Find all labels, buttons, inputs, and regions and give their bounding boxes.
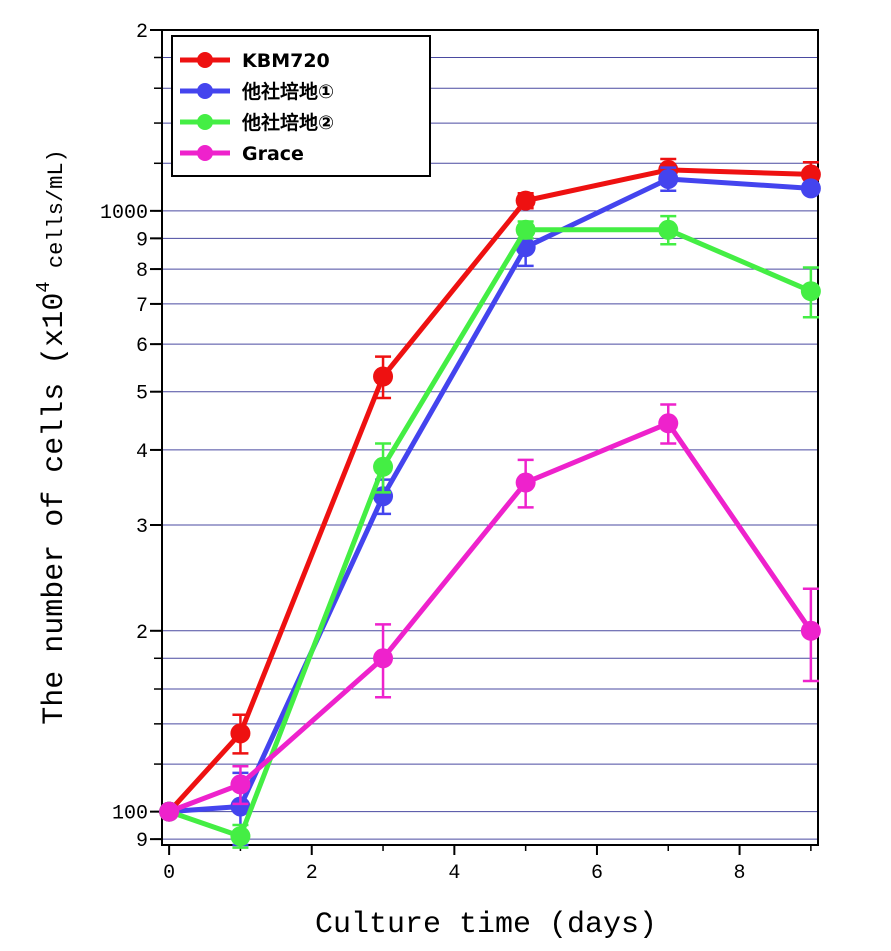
data-point [800,620,821,641]
legend-label: KBM720 [242,50,330,72]
x-tick-label: 2 [306,862,318,885]
y-tick-label: 6 [136,335,148,358]
data-point [230,826,251,847]
y-tick-label: 3 [136,516,148,539]
series-3 [159,403,821,822]
legend-swatch-marker [197,114,213,130]
data-point [515,219,536,240]
y-tick-label: 2 [136,622,148,645]
x-axis-title: Culture time (days) [315,908,657,942]
x-tick-label: 0 [163,862,175,885]
x-tick-label: 4 [448,862,460,885]
data-point [373,648,394,669]
y-axis-title-main: The number of cells (x10 [38,293,72,725]
legend-item: 他社培地② [180,111,334,134]
series-group [159,157,821,849]
y-tick-label: 7 [136,295,148,318]
x-tick-label: 6 [591,862,603,885]
series-line [168,227,812,839]
series-line [168,176,812,815]
y-axis-title-superscript: 4 [33,281,55,292]
data-point [230,774,251,795]
data-point [800,164,821,185]
data-point [230,796,251,817]
y-axis-title: The number of cells (x104 cells/mL) [33,149,72,725]
y-tick-label: 100 [112,803,148,826]
legend-item: KBM720 [180,50,330,72]
plot-frame [161,29,819,846]
series-2 [159,214,821,849]
data-point [373,456,394,477]
y-tick-label: 5 [136,383,148,406]
data-point [230,723,251,744]
y-tick-label: 1000 [100,202,148,225]
series-line [168,420,813,814]
data-point [800,178,821,199]
data-point [658,413,679,434]
y-tick-label: 4 [136,441,148,464]
axis-ticks: 9 100 2 3 4 5 6 7 8 9 1000 2 0 2 4 6 8 [100,21,812,885]
series-0 [159,157,821,822]
data-point [800,281,821,302]
x-tick-label: 8 [734,862,746,885]
legend: KBM720 他社培地① 他社培地② Grace [171,35,431,177]
legend-label: 他社培地① [241,80,334,103]
data-point [658,168,679,189]
legend-label: Grace [242,143,304,165]
y-tick-label: 9 [136,830,148,853]
legend-item: Grace [180,143,304,165]
series-line [167,167,811,814]
data-point [373,366,394,387]
data-point [658,219,679,240]
y-tick-label: 9 [136,229,148,252]
data-point [515,472,536,493]
data-point [515,190,536,211]
y-axis-title-unit: cells/mL) [44,149,69,281]
legend-swatch-marker [197,83,213,99]
y-tick-label: 8 [136,260,148,283]
y-tick-label: 2 [136,21,148,44]
legend-swatch-marker [197,52,213,68]
legend-swatch-marker [197,145,213,161]
legend-item: 他社培地① [180,80,334,103]
legend-label: 他社培地② [241,111,334,134]
data-point [159,801,180,822]
